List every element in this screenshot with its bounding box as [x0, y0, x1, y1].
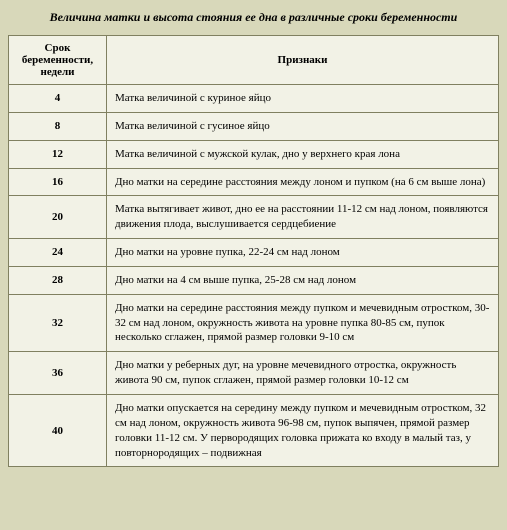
table-header-row: Срок беременности, недели Признаки	[9, 36, 499, 85]
sign-cell: Матка величиной с гусиное яйцо	[107, 112, 499, 140]
week-cell: 4	[9, 85, 107, 113]
week-cell: 24	[9, 239, 107, 267]
sign-cell: Дно матки опускается на середину между п…	[107, 394, 499, 466]
table-row: 12 Матка величиной с мужской кулак, дно …	[9, 140, 499, 168]
week-cell: 40	[9, 394, 107, 466]
sign-cell: Матка величиной с мужской кулак, дно у в…	[107, 140, 499, 168]
week-cell: 32	[9, 294, 107, 352]
sign-cell: Дно матки на середине расстояния между л…	[107, 168, 499, 196]
week-cell: 16	[9, 168, 107, 196]
sign-cell: Дно матки на уровне пупка, 22-24 см над …	[107, 239, 499, 267]
table-row: 8 Матка величиной с гусиное яйцо	[9, 112, 499, 140]
table-row: 36 Дно матки у реберных дуг, на уровне м…	[9, 352, 499, 395]
header-weeks: Срок беременности, недели	[9, 36, 107, 85]
table-row: 32 Дно матки на середине расстояния межд…	[9, 294, 499, 352]
table-row: 24 Дно матки на уровне пупка, 22-24 см н…	[9, 239, 499, 267]
header-signs: Признаки	[107, 36, 499, 85]
week-cell: 20	[9, 196, 107, 239]
week-cell: 8	[9, 112, 107, 140]
page-title: Величина матки и высота стояния ее дна в…	[8, 8, 499, 27]
table-row: 20 Матка вытягивает живот, дно ее на рас…	[9, 196, 499, 239]
table-row: 28 Дно матки на 4 см выше пупка, 25-28 с…	[9, 266, 499, 294]
week-cell: 28	[9, 266, 107, 294]
pregnancy-table: Срок беременности, недели Признаки 4 Мат…	[8, 35, 499, 467]
week-cell: 12	[9, 140, 107, 168]
sign-cell: Дно матки на 4 см выше пупка, 25-28 см н…	[107, 266, 499, 294]
sign-cell: Дно матки на середине расстояния между п…	[107, 294, 499, 352]
week-cell: 36	[9, 352, 107, 395]
table-row: 16 Дно матки на середине расстояния межд…	[9, 168, 499, 196]
table-row: 4 Матка величиной с куриное яйцо	[9, 85, 499, 113]
sign-cell: Матка вытягивает живот, дно ее на рассто…	[107, 196, 499, 239]
sign-cell: Дно матки у реберных дуг, на уровне мече…	[107, 352, 499, 395]
table-row: 40 Дно матки опускается на середину межд…	[9, 394, 499, 466]
sign-cell: Матка величиной с куриное яйцо	[107, 85, 499, 113]
table-body: 4 Матка величиной с куриное яйцо 8 Матка…	[9, 85, 499, 467]
